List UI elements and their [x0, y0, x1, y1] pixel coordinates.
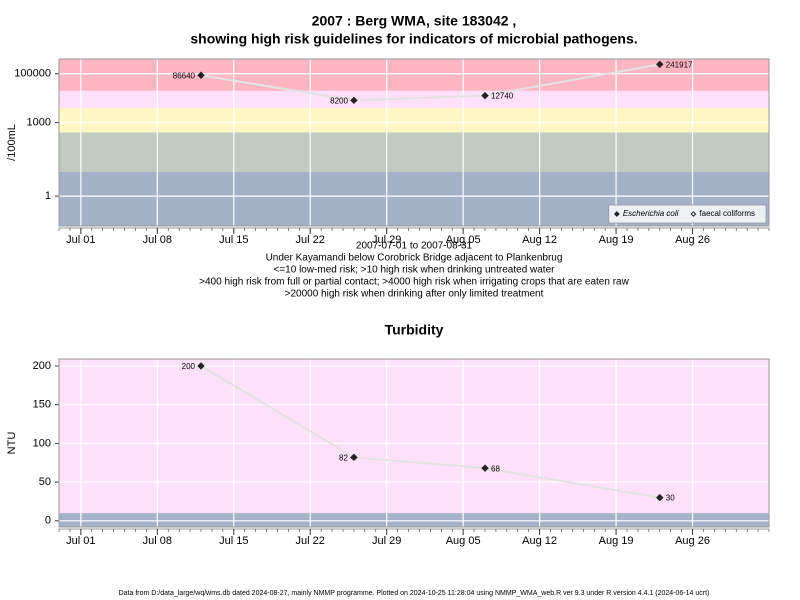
y-tick-label: 50: [39, 476, 51, 488]
x-tick-label: Aug 12: [522, 234, 557, 246]
data-label: 241917: [666, 60, 693, 69]
caption-line: >20000 high risk when drinking after onl…: [285, 289, 544, 300]
caption-line: 2007-07-01 to 2007-08-31: [356, 241, 473, 252]
data-label: 30: [666, 494, 675, 503]
caption-line: Under Kayamandi below Corobrick Bridge a…: [266, 253, 563, 264]
x-tick-label: Jul 08: [143, 535, 172, 547]
y-tick-label: 200: [33, 360, 51, 372]
risk-band: [59, 59, 769, 91]
x-tick-label: Aug 26: [675, 234, 710, 246]
data-label: 68: [491, 464, 500, 473]
data-label: 12740: [491, 92, 514, 101]
legend-label: faecal coliforms: [699, 209, 755, 218]
legend: Escherichia coli faecal coliforms: [608, 204, 767, 224]
plot-frame: [58, 358, 770, 528]
legend-marker: [613, 211, 620, 217]
x-tick-label: Aug 19: [599, 234, 634, 246]
x-tick-label: Jul 29: [372, 234, 401, 246]
data-point: [656, 493, 664, 502]
risk-band: [59, 513, 769, 527]
data-point: [481, 464, 489, 472]
risk-band: [59, 90, 769, 108]
data-label: 82: [339, 453, 348, 462]
data-point: [197, 362, 205, 370]
y-tick-label: 150: [33, 399, 51, 411]
data-label: 8200: [330, 96, 348, 105]
legend-box: [608, 204, 767, 224]
x-tick-label: Jul 15: [219, 535, 248, 547]
x-tick-label: Aug 05: [446, 234, 481, 246]
x-tick-label: Aug 12: [522, 535, 557, 547]
x-tick-label: Aug 05: [446, 535, 481, 547]
x-tick-label: Jul 29: [372, 535, 401, 547]
chart-title: 2007 : Berg WMA, site 183042 ,: [312, 13, 517, 29]
y-tick-label: 0: [45, 515, 51, 527]
plot-frame: [58, 58, 770, 227]
series-line: [200, 365, 660, 499]
risk-band: [59, 132, 769, 172]
chart-title: Turbidity: [385, 322, 444, 338]
x-tick-label: Jul 22: [296, 234, 325, 246]
x-tick-label: Jul 15: [219, 234, 248, 246]
series-line: [200, 63, 660, 102]
caption-line: >400 high risk from full or partial cont…: [199, 277, 629, 288]
data-label: 200: [182, 362, 196, 371]
legend-marker: [690, 211, 697, 217]
x-tick-label: Aug 19: [599, 535, 634, 547]
y-tick-label: 1000: [27, 117, 51, 129]
x-tick-label: Jul 01: [66, 535, 95, 547]
y-tick-label: 1: [45, 190, 51, 202]
data-point: [656, 60, 664, 69]
legend-label: Escherichia coli: [623, 209, 679, 218]
footer: Data from D:/data_large/wq/wms.db dated …: [119, 590, 710, 597]
x-tick-label: Jul 01: [66, 234, 95, 246]
risk-band: [59, 359, 769, 514]
data-point: [350, 96, 358, 105]
y-axis-label: /100mL: [6, 124, 18, 161]
risk-band: [59, 107, 769, 133]
data-label: 86640: [173, 71, 196, 80]
chart-subtitle: showing high risk guidelines for indicat…: [190, 31, 637, 47]
caption-line: <=10 low-med risk; >10 high risk when dr…: [274, 265, 556, 276]
y-tick-label: 100: [33, 437, 51, 449]
x-tick-label: Jul 22: [296, 535, 325, 547]
data-point: [350, 453, 358, 462]
x-tick-label: Jul 08: [143, 234, 172, 246]
y-tick-label: 100000: [14, 68, 51, 80]
y-axis-label: NTU: [6, 432, 18, 455]
data-point: [481, 91, 489, 100]
x-tick-label: Aug 26: [675, 535, 710, 547]
data-point: [197, 71, 205, 79]
